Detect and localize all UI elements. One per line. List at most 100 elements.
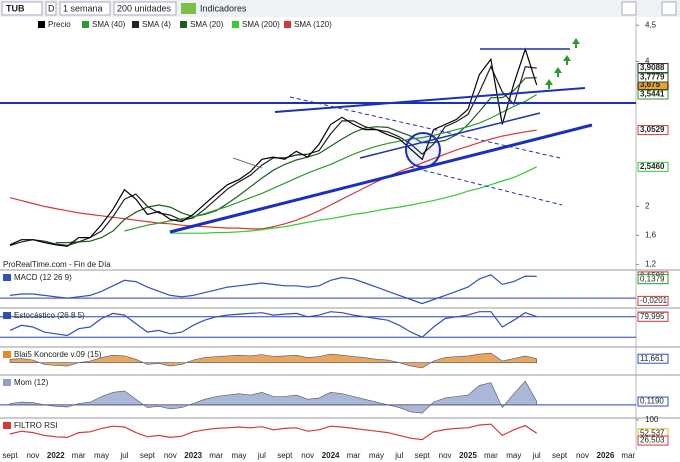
source-note: ProRealTime.com - Fin de Día — [3, 260, 111, 269]
marker-box — [637, 396, 669, 407]
x-tick-label: sept — [2, 451, 18, 460]
indicator-area — [9, 352, 537, 369]
marker-label: -0,0201 — [640, 296, 668, 305]
x-tick-label: 2024 — [322, 451, 340, 460]
x-tick-label: nov — [26, 451, 39, 460]
tool-icon[interactable] — [621, 1, 637, 16]
x-tick-label: may — [506, 451, 521, 460]
y-tick-label: 100 — [645, 415, 659, 424]
legend-swatch — [232, 21, 239, 28]
last-value-box — [637, 89, 669, 100]
symbol[interactable]: TUB — [6, 3, 25, 13]
last-value-box — [637, 125, 669, 136]
marker-box — [637, 435, 669, 446]
panel-title: Blai5 Koncorde v.09 (15) — [14, 350, 102, 359]
trend-line — [169, 123, 593, 234]
indicator-line — [9, 274, 537, 305]
last-value-label: 3,675 — [640, 80, 661, 89]
x-tick-label: nov — [301, 451, 314, 460]
trend-line — [359, 112, 541, 159]
x-tick-label: sept — [140, 451, 156, 460]
x-tick-label: mar — [484, 451, 498, 460]
y-tick-label: 1,2 — [645, 259, 657, 268]
period-box[interactable] — [59, 1, 111, 16]
x-tick-label: 2022 — [47, 451, 65, 460]
arrow — [563, 55, 571, 65]
legend-swatch — [180, 21, 187, 28]
panel-icon — [3, 422, 11, 429]
x-tick-label: mar — [209, 451, 223, 460]
panel-icon — [3, 351, 11, 358]
legend-label: SMA (40) — [92, 20, 126, 29]
d-box[interactable] — [45, 1, 57, 16]
legend-label: Precio — [48, 20, 71, 29]
highlight-circle — [405, 132, 441, 168]
x-tick-label: sept — [415, 451, 431, 460]
legend-swatch — [82, 21, 89, 28]
legend-label: SMA (200) — [242, 20, 280, 29]
period[interactable]: 1 semana — [63, 3, 103, 13]
legend-label: SMA (4) — [142, 20, 171, 29]
panel-icon — [3, 379, 11, 386]
channel-line — [409, 166, 563, 206]
last-value-label: 3,5441 — [640, 90, 665, 99]
legend-label: SMA (20) — [190, 20, 224, 29]
marker-label: 0,1379 — [640, 274, 665, 283]
moving-average — [9, 65, 537, 247]
x-tick-label: may — [369, 451, 384, 460]
indicator-line — [9, 423, 538, 441]
symbol-box[interactable] — [1, 1, 43, 16]
last-value-label: 2,5460 — [640, 162, 665, 171]
marker-label: 52,537 — [640, 428, 665, 437]
y-tick-label: 4,5 — [645, 20, 657, 29]
panel-title: Estocástico (26 8 5) — [14, 311, 85, 320]
trend-line — [274, 87, 586, 113]
arrow — [554, 67, 562, 77]
marker-label: 79,995 — [640, 312, 665, 321]
d-button[interactable]: D — [48, 3, 55, 13]
x-tick-label: nov — [576, 451, 589, 460]
legend-swatch — [284, 21, 291, 28]
panel-icon — [3, 274, 11, 281]
x-tick-label: nov — [164, 451, 177, 460]
y-tick-label: 1,6 — [645, 231, 657, 240]
legend-label: SMA (120) — [294, 20, 332, 29]
x-tick-label: mar — [347, 451, 361, 460]
last-value-label: 3,0529 — [640, 125, 665, 134]
legend-swatch — [132, 21, 139, 28]
arrow — [572, 38, 580, 48]
y-tick-label: 4 — [645, 57, 650, 66]
panel-title: Mom (12) — [14, 378, 49, 387]
price-line — [9, 47, 538, 247]
x-tick-label: 2023 — [184, 451, 202, 460]
x-tick-label: mar — [72, 451, 86, 460]
x-tick-label: jul — [394, 451, 403, 460]
x-tick-label: 2025 — [459, 451, 477, 460]
marker-label: 11,661 — [640, 354, 664, 363]
marker-label: 0,1190 — [640, 397, 664, 406]
x-tick-label: jul — [119, 451, 128, 460]
last-value-label: 3,9088 — [640, 63, 665, 72]
indicators-icon[interactable] — [181, 3, 196, 14]
x-tick-label: may — [94, 451, 109, 460]
moving-average — [9, 129, 537, 230]
panel-title: FILTRO RSI — [14, 421, 57, 430]
panel-icon — [3, 312, 11, 319]
last-value-box — [637, 161, 669, 172]
x-tick-label: sept — [552, 451, 568, 460]
units[interactable]: 200 unidades — [117, 3, 172, 13]
marker-box — [637, 311, 669, 322]
last-value-label: 3,7779 — [640, 73, 665, 82]
x-tick-label: jul — [532, 451, 541, 460]
units-box[interactable] — [113, 1, 177, 16]
drawings — [0, 38, 636, 234]
last-value-box — [637, 72, 669, 83]
x-tick-label: sept — [277, 451, 293, 460]
arrow — [545, 79, 553, 89]
legend-bar — [0, 19, 330, 30]
indicator-area — [9, 380, 537, 414]
close-icon[interactable] — [661, 1, 677, 16]
x-tick-label: may — [231, 451, 246, 460]
indicators[interactable]: Indicadores — [200, 3, 247, 13]
